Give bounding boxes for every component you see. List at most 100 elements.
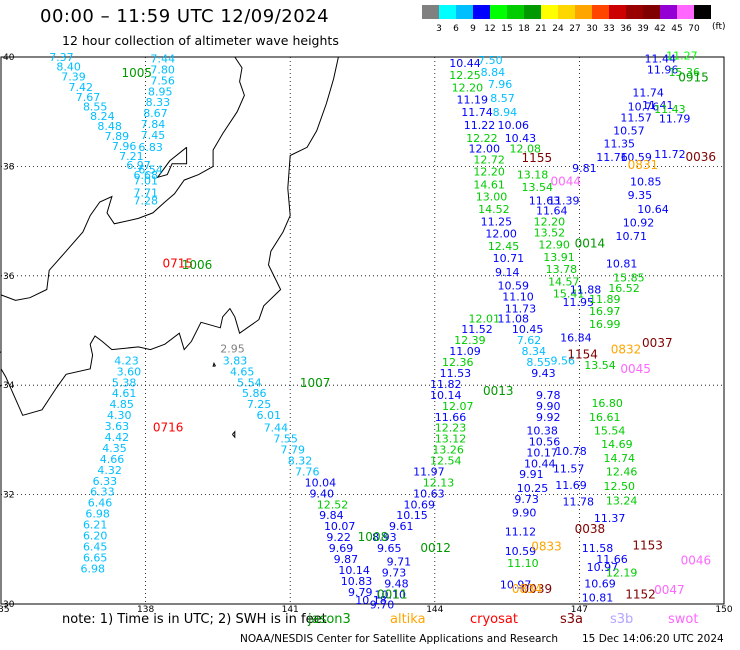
pass-label: 0833: [531, 539, 562, 553]
color-scale-tick: 33: [603, 24, 614, 34]
wave-height-value: 6.68: [134, 169, 159, 182]
wave-height-value: 10.44: [449, 57, 481, 70]
wave-height-value: 15.41: [553, 288, 585, 301]
color-scale-swatch: [524, 5, 541, 19]
wave-height-value: 11.78: [563, 496, 595, 509]
wave-height-value: 10.71: [493, 252, 525, 265]
wave-height-value: 8.34: [522, 345, 547, 358]
wave-height-value: 7.37: [49, 51, 73, 64]
wave-height-value: 11.08: [497, 312, 528, 325]
pass-label: 0039: [522, 582, 553, 596]
wave-height-value: 4.66: [100, 453, 125, 466]
color-scale-swatch: [609, 5, 626, 19]
legend-item-altika: altika: [390, 612, 426, 627]
wave-height-value: 11.09: [449, 345, 481, 358]
wave-observations: 7.378.407.397.427.678.558.248.487.897.96…: [49, 50, 700, 612]
color-scale-tick: 6: [453, 24, 459, 34]
lat-tick-label: 36: [3, 272, 15, 282]
lat-tick-label: 40: [3, 53, 15, 63]
wave-height-value: 13.26: [432, 444, 464, 457]
wave-height-value: 9.70: [370, 598, 395, 611]
wave-height-value: 12.20: [534, 215, 566, 228]
wave-height-value: 11.69: [555, 479, 587, 492]
wave-height-value: 8.94: [493, 106, 518, 119]
wave-height-value: 12.07: [442, 400, 474, 413]
wave-height-value: 9.56: [550, 354, 575, 367]
color-scale-swatch: [592, 5, 609, 19]
coastline-segment: [0, 56, 339, 416]
wave-height-value: 7.76: [295, 465, 320, 478]
wave-height-value: 11.37: [594, 512, 626, 525]
wave-height-value: 11.53: [440, 367, 472, 380]
wave-height-value: 9.65: [377, 542, 402, 555]
coastline-segment: [212, 362, 216, 367]
color-scale-swatch: [677, 5, 694, 19]
wave-height-value: 10.69: [403, 498, 435, 511]
legend-item-cryosat: cryosat: [470, 612, 518, 627]
color-scale-swatch: [507, 5, 524, 19]
wave-height-value: 9.79: [348, 586, 373, 599]
wave-height-value: 10.97: [500, 579, 532, 592]
wave-height-value: 7.39: [61, 71, 86, 84]
wave-height-value: 12.52: [317, 498, 349, 511]
wave-height-value: 10.81: [606, 258, 638, 271]
color-scale-swatch: [575, 5, 592, 19]
footer-timestamp: 15 Dec 14:06:20 UTC 2024: [582, 633, 724, 645]
wave-height-value: 11.52: [461, 323, 493, 336]
wave-height-value: 6.83: [138, 141, 163, 154]
pass-label: 0011: [377, 588, 408, 602]
legend-item-s3b: s3b: [610, 612, 634, 627]
pass-label: 1007: [300, 376, 331, 390]
color-scale-swatch: [541, 5, 558, 19]
wave-height-value: 6.97: [126, 159, 151, 172]
wave-height-value: 10.85: [630, 176, 662, 189]
axis-tick-labels: 135 138 141 144 147 150 40 38 36 34 32 30: [0, 53, 733, 612]
wave-height-value: 9.73: [514, 493, 539, 506]
wave-height-value: 7.25: [247, 398, 272, 411]
wave-height-value: 7.28: [134, 195, 159, 208]
wave-height-value: 10.56: [529, 435, 561, 448]
wave-height-value: 11.10: [502, 290, 534, 303]
wave-height-value: 13.24: [606, 494, 638, 507]
wave-height-value: 12.90: [538, 238, 570, 251]
pass-label: 0038: [575, 522, 606, 536]
wave-height-value: 6.20: [83, 529, 108, 542]
wave-height-value: 7.79: [281, 444, 306, 457]
wave-height-value: 9.22: [326, 531, 351, 544]
wave-height-value: 10.64: [637, 203, 669, 216]
wave-height-value: 16.52: [608, 282, 640, 295]
wave-height-value: 10.45: [512, 323, 544, 336]
wave-height-value: 7.67: [76, 91, 101, 104]
wave-height-value: 9.84: [319, 509, 344, 522]
wave-height-value: 7.21: [119, 150, 144, 163]
color-scale-swatch: [490, 5, 507, 19]
color-scale-swatch: [694, 5, 711, 19]
wave-height-value: 12.50: [604, 480, 636, 493]
wave-height-value: 4.65: [230, 365, 255, 378]
coastline: [0, 56, 339, 439]
wave-height-value: 12.20: [452, 81, 484, 94]
lon-tick-label: 144: [426, 605, 443, 612]
pass-label: 0044: [550, 175, 581, 189]
wave-height-value: 11.74: [632, 86, 664, 99]
wave-height-value: 10.38: [526, 424, 558, 437]
wave-height-value: 10.10: [375, 589, 407, 602]
color-scale-tick: 30: [586, 24, 598, 34]
wave-height-value: 12.46: [606, 465, 638, 478]
wave-height-value: 9.90: [512, 506, 537, 519]
color-scale-swatch: [422, 5, 439, 19]
wave-height-value: 12.20: [473, 166, 505, 179]
wave-height-value: 12.54: [430, 455, 462, 468]
wave-height-value: 11.43: [654, 103, 686, 116]
wave-height-value: 11.76: [596, 151, 628, 164]
lon-tick-label: 141: [282, 605, 299, 612]
wave-height-value: 2.95: [220, 342, 245, 355]
wave-height-value: 8.67: [143, 107, 168, 120]
wave-height-value: 9.91: [519, 468, 544, 481]
wave-height-value: 4.32: [97, 464, 122, 477]
wave-height-value: 9.73: [382, 567, 407, 580]
color-scale-tick: 21: [535, 24, 546, 34]
coastline-segment: [0, 56, 245, 301]
footer-credit: NOAA/NESDIS Center for Satellite Applica…: [240, 633, 558, 645]
wave-height-value: 8.48: [97, 120, 122, 133]
